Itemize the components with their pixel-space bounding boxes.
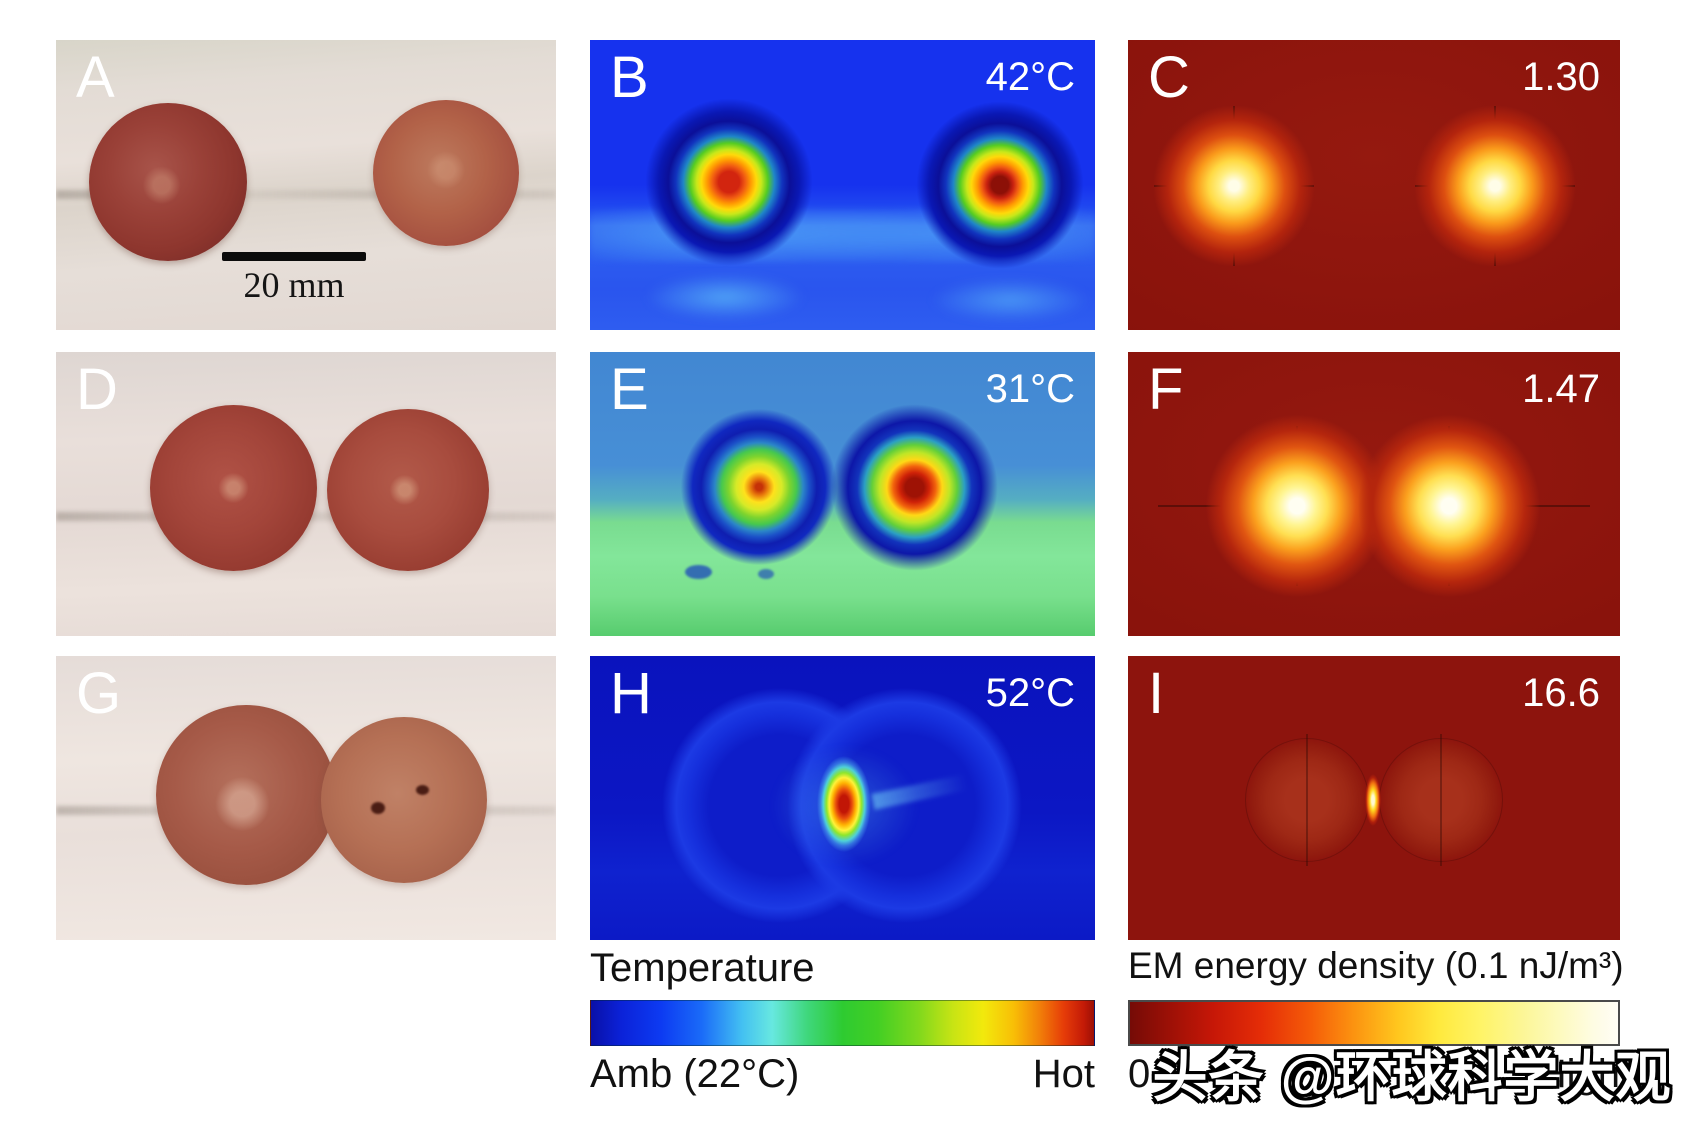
panel-c-simulation: C 1.30 [1128,40,1620,330]
em-max-label: High [1537,1052,1620,1096]
thermal-grape-left [674,402,844,572]
em-min-label: 0 [1128,1052,1151,1096]
grape-left [150,405,317,571]
grape-blemish-dot-2 [416,785,429,795]
watermark: 头条 @环球科学大观 [1152,1046,1672,1108]
panel-label-c: C [1148,45,1190,110]
temperature-min-label: Amb (22°C) [590,1052,800,1096]
grape-blemish-dot-1 [371,802,385,814]
temperature-colorbar-title: Temperature [590,946,815,990]
thermal-reflection-right [930,278,1090,322]
scale-bar [222,252,366,261]
panel-f-simulation: F 1.47 [1128,352,1620,636]
grape-right [373,100,519,246]
panel-d-photo: D [56,352,556,636]
grape-left [156,705,336,885]
em-colorbar [1128,1000,1620,1046]
grape-right [321,717,487,883]
panel-label-g: G [76,661,122,726]
panel-i-simulation: I 16.6 [1128,656,1620,940]
thermal-grape-right [905,90,1095,280]
temperature-max-label: Hot [1032,1052,1095,1096]
panel-label-d: D [76,357,118,422]
panel-label-f: F [1148,357,1184,422]
temperature-annotation-b: 42°C [985,55,1075,99]
em-sphere-right [1410,101,1580,271]
thermal-floor-spot-left [685,565,712,579]
panel-b-thermal: B 42°C [590,40,1095,330]
scale-bar-label: 20 mm [243,265,345,305]
thermal-reflection-left [645,274,805,320]
em-sphere-left [1245,738,1369,862]
panel-label-h: H [610,661,652,726]
temperature-annotation-e: 31°C [985,367,1075,411]
em-value-annotation-f: 1.47 [1522,367,1600,411]
crosshair-vertical-right [1440,734,1442,866]
thermal-floor-spot-right [758,569,774,579]
panel-a-photo: 20 mm A [56,40,556,330]
contact-hotspot [1365,774,1381,826]
table-seam [56,190,556,199]
contact-hotspot [817,756,871,852]
panel-h-thermal: H 52°C [590,656,1095,940]
panel-label-a: A [76,45,115,110]
panel-g-photo: G [56,656,556,940]
em-sphere-right [1379,738,1503,862]
panel-label-i: I [1148,661,1165,726]
thermal-grape-right [822,395,1007,580]
panel-label-e: E [610,357,649,422]
temperature-colorbar [590,1000,1095,1046]
temperature-annotation-h: 52°C [985,671,1075,715]
em-value-annotation-c: 1.30 [1522,55,1600,99]
temperature-colorbar-labels: Amb (22°C) Hot [590,1052,1095,1097]
grape-right [327,409,489,571]
em-sphere-left [1149,101,1319,271]
em-colorbar-title: EM energy density (0.1 nJ/m³) [1128,945,1624,986]
panel-e-thermal: E 31°C [590,352,1095,636]
em-value-annotation-i: 16.6 [1522,671,1600,715]
thermal-grape-left [634,87,824,277]
panel-label-b: B [610,45,649,110]
em-colorbar-labels: 0 High [1128,1052,1620,1097]
em-sphere-right [1354,411,1544,601]
grape-left [89,103,247,261]
crosshair-vertical-left [1306,734,1308,866]
